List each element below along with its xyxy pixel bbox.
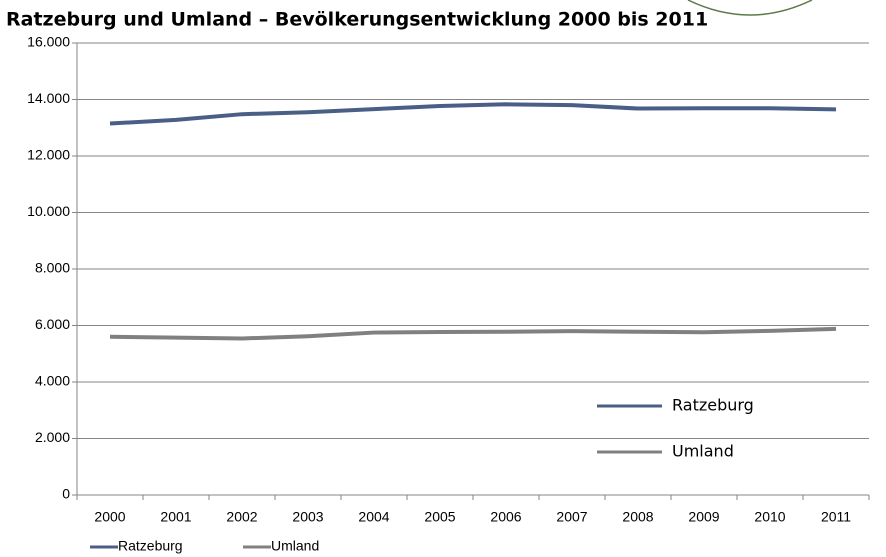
line-series xyxy=(109,102,837,126)
logo-fragment xyxy=(687,0,813,16)
x-tick-label: 2005 xyxy=(424,509,455,525)
y-tick-label: 12.000 xyxy=(27,147,70,163)
chart-title: Ratzeburg und Umland – Bevölkerungsentwi… xyxy=(6,9,708,31)
x-tick-label: 2004 xyxy=(358,509,389,525)
x-tick-label: 2007 xyxy=(556,509,587,525)
y-tick-label: 2.000 xyxy=(35,429,70,445)
y-tick-label: 6.000 xyxy=(35,316,70,332)
legend-label: Ratzeburg xyxy=(672,396,754,415)
line-series xyxy=(109,326,837,341)
x-tick-label: 2000 xyxy=(94,509,125,525)
x-tick-label: 2008 xyxy=(622,509,653,525)
x-tick-label: 2009 xyxy=(688,509,719,525)
x-tick-label: 2003 xyxy=(292,509,323,525)
y-tick-label: 0 xyxy=(62,486,70,502)
y-tick-label: 8.000 xyxy=(35,260,70,276)
x-tick-label: 2011 xyxy=(821,509,851,525)
legend-label: Ratzeburg xyxy=(118,538,183,554)
x-tick-label: 2010 xyxy=(754,509,785,525)
y-tick-label: 14.000 xyxy=(27,90,70,106)
y-tick-label: 16.000 xyxy=(27,34,70,50)
x-tick-label: 2001 xyxy=(160,509,191,525)
legend-label: Umland xyxy=(672,442,734,461)
legend-label: Umland xyxy=(271,538,319,554)
x-tick-label: 2006 xyxy=(490,509,521,525)
x-tick-label: 2002 xyxy=(226,509,257,525)
y-tick-label: 10.000 xyxy=(27,203,70,219)
y-tick-label: 4.000 xyxy=(35,373,70,389)
